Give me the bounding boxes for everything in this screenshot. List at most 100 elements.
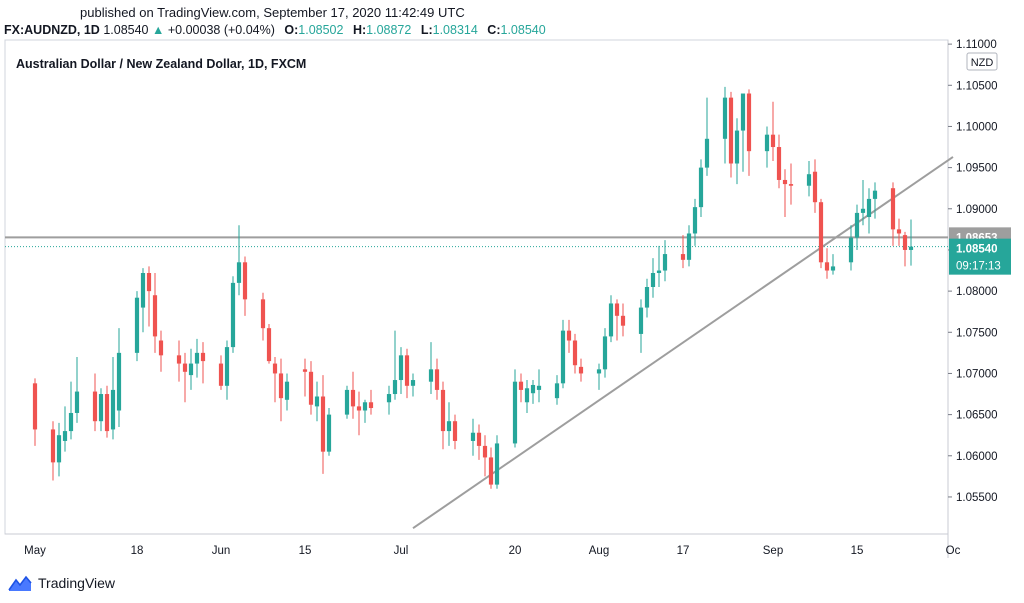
candle-body <box>392 380 398 395</box>
candle-body <box>746 93 752 152</box>
candle-body <box>386 394 392 403</box>
candle-body <box>302 369 308 372</box>
candle-body <box>788 184 794 186</box>
candle-body <box>560 330 566 384</box>
y-tick-label: 1.09500 <box>956 163 998 175</box>
candle-body <box>452 421 458 441</box>
candle-body <box>98 394 104 422</box>
y-tick-label: 1.11000 <box>956 39 997 51</box>
low-label: L: <box>420 23 433 37</box>
candle-body <box>728 97 734 164</box>
candle-body <box>32 383 38 430</box>
candle-body <box>104 394 110 432</box>
candle-body <box>368 402 374 409</box>
candle-body <box>404 355 410 386</box>
candle-body <box>854 212 860 238</box>
candle-body <box>272 363 278 374</box>
candle-body <box>224 347 230 386</box>
candle-body <box>398 355 404 381</box>
y-tick-label: 1.07500 <box>956 327 998 339</box>
candle-body <box>56 435 62 463</box>
candle-body <box>146 273 152 292</box>
candle-body <box>236 262 242 283</box>
y-tick-label: 1.07000 <box>956 368 998 380</box>
open-label: O: <box>284 23 299 37</box>
candle-body <box>428 369 434 382</box>
candle-body <box>158 340 164 356</box>
x-tick-label: Jun <box>212 545 231 557</box>
candle-body <box>200 352 206 362</box>
candle-body <box>68 412 74 432</box>
candle-body <box>140 273 146 308</box>
candle-body <box>482 445 488 458</box>
candle-body <box>512 381 518 444</box>
x-tick-label: Aug <box>589 545 609 557</box>
candle-body <box>110 389 116 430</box>
candle-body <box>92 391 98 422</box>
x-tick-label: 17 <box>677 545 690 557</box>
candle-body <box>176 355 182 364</box>
candle-body <box>872 190 878 199</box>
candle-body <box>698 167 704 208</box>
candle-body <box>134 297 140 353</box>
candle-body <box>350 389 356 407</box>
candle-body <box>488 457 494 485</box>
candle-body <box>536 385 542 390</box>
last-price-label: 1.08540 <box>956 244 998 256</box>
tradingview-brand: TradingView <box>38 575 116 591</box>
last-price: 1.08540 <box>103 23 149 37</box>
x-tick-label: 18 <box>131 545 144 557</box>
x-tick-label: 20 <box>509 545 522 557</box>
candle-body <box>266 328 272 362</box>
candle-body <box>314 396 320 407</box>
x-tick-label: Oc <box>946 545 961 557</box>
candle-body <box>62 431 68 441</box>
candle-body <box>656 270 662 274</box>
close-value: 1.08540 <box>500 23 546 37</box>
candle-body <box>776 147 782 180</box>
candle-body <box>824 262 830 271</box>
candle-body <box>278 373 284 399</box>
candle-body <box>572 340 578 366</box>
y-tick-label: 1.10500 <box>956 80 998 92</box>
x-tick-label: Jul <box>394 545 409 557</box>
x-tick-label: May <box>24 545 46 557</box>
candle-body <box>644 287 650 308</box>
countdown-label: 09:17:13 <box>956 261 1001 273</box>
candle-body <box>242 262 248 300</box>
candle-body <box>566 330 572 341</box>
open-value: 1.08502 <box>298 23 344 37</box>
candle-body <box>554 383 560 399</box>
candle-body <box>596 369 602 374</box>
candle-body <box>470 432 476 441</box>
candle-body <box>344 389 350 415</box>
y-tick-label: 1.05500 <box>956 492 998 504</box>
candle-body <box>650 273 656 287</box>
candle-body <box>806 174 812 186</box>
candle-body <box>614 303 620 316</box>
candle-body <box>770 134 776 148</box>
candle-body <box>260 299 266 329</box>
last-price-label-bg <box>949 238 1011 275</box>
x-tick-label: Sep <box>763 545 783 557</box>
candle-body <box>530 384 536 394</box>
candle-body <box>866 198 872 218</box>
candle-body <box>182 363 188 372</box>
candle-body <box>284 381 290 400</box>
candle-body <box>812 171 818 203</box>
candle-body <box>638 307 644 334</box>
candle-body <box>188 363 194 376</box>
currency-label: NZD <box>971 57 994 69</box>
candle-body <box>74 391 80 413</box>
candle-body <box>230 282 236 348</box>
close-label: C: <box>487 23 501 37</box>
candle-body <box>440 389 446 432</box>
x-tick-label: 15 <box>299 545 312 557</box>
candle-body <box>722 97 728 139</box>
price-change: +0.00038 (+0.04%) <box>167 23 275 37</box>
y-tick-label: 1.10000 <box>956 121 998 133</box>
candle-body <box>218 363 224 386</box>
candle-body <box>740 93 746 131</box>
footer-brand: TradingView <box>8 574 115 592</box>
